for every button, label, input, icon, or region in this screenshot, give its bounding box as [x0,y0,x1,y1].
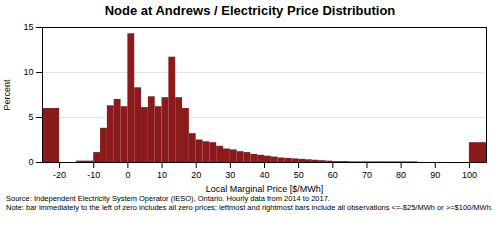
html-text:Node at Andrews / Electricity: Node at Andrews / Electricity Price Dist… [104,3,396,18]
svg-text:30: 30 [225,170,235,180]
svg-text:40: 40 [259,170,269,180]
svg-text:Local Marginal Price [$/MWh]: Local Marginal Price [$/MWh] [206,184,324,194]
svg-text:70: 70 [362,170,372,180]
svg-text:100: 100 [462,170,477,180]
svg-text:0: 0 [125,170,130,180]
svg-text:-20: -20 [53,170,66,180]
svg-text:15: 15 [23,22,33,32]
svg-text:50: 50 [294,170,304,180]
html-text:Source: Independent Electricit: Source: Independent Electricity System O… [6,194,330,203]
svg-text:Percent: Percent [2,79,12,111]
html-text:Note: bar immediately to the l: Note: bar immediately to the left of zer… [6,203,493,212]
svg-text:10: 10 [23,67,33,77]
svg-text:80: 80 [396,170,406,180]
svg-text:0: 0 [28,157,33,167]
svg-text:5: 5 [28,112,33,122]
svg-text:-10: -10 [87,170,100,180]
svg-text:10: 10 [157,170,167,180]
svg-text:90: 90 [430,170,440,180]
svg-text:20: 20 [191,170,201,180]
svg-text:60: 60 [328,170,338,180]
